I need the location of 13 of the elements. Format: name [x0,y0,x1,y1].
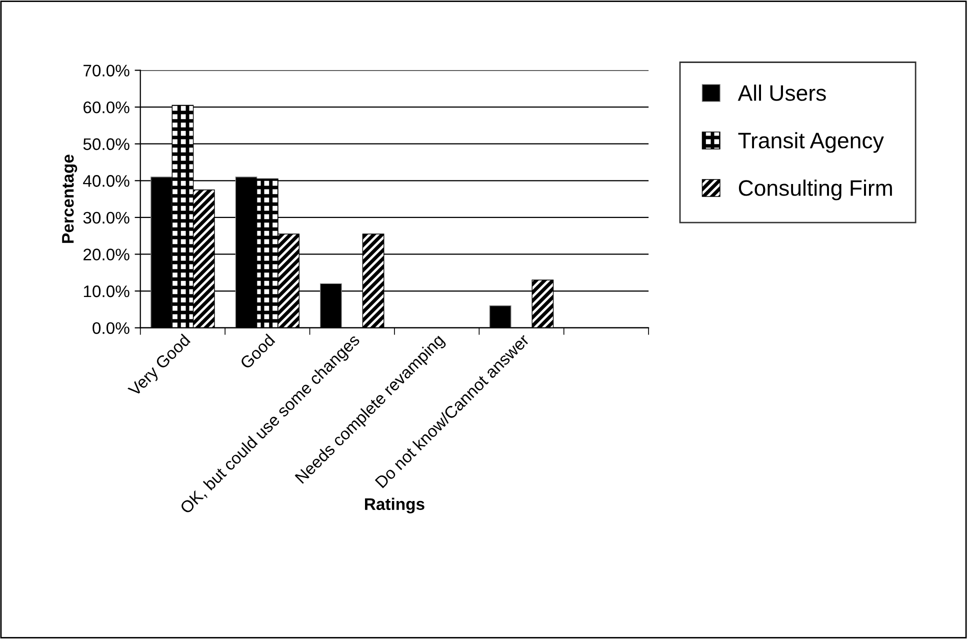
y-tick-label: 50.0% [83,138,130,150]
y-tick-label: 60.0% [84,101,130,114]
y-tick-label: 20.0% [84,248,130,260]
y-tick-label: 30.0% [83,212,130,224]
y-tick-label: 0.0% [92,322,130,334]
legend-label: Transit Agency [738,132,884,153]
y-tick-label: 10.0% [84,285,130,298]
legend-label: All Users [738,84,826,101]
y-axis-title: Percentage [62,154,78,243]
x-axis-title: Ratings [365,498,424,514]
y-tick-label: 40.0% [83,175,130,187]
y-tick-label: 70.0% [84,64,130,76]
legend-label: Consulting Firm [738,180,892,200]
